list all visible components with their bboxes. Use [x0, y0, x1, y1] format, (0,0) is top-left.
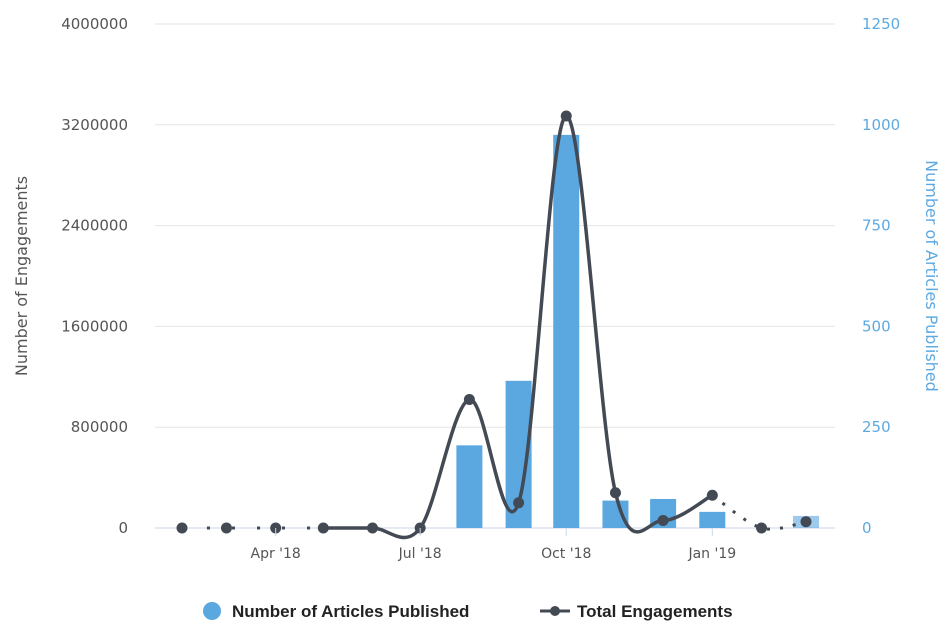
- left-tick-label: 4000000: [61, 15, 128, 33]
- point-engagements[interactable]: [706, 489, 718, 501]
- left-tick-label: 3200000: [61, 116, 128, 134]
- right-tick-label: 500: [862, 317, 891, 335]
- left-tick-label: 800000: [71, 418, 128, 436]
- left-tick-label: 0: [118, 519, 128, 537]
- point-engagements[interactable]: [367, 522, 379, 534]
- point-engagements[interactable]: [317, 522, 329, 534]
- x-tick-label: Jan '19: [687, 546, 736, 562]
- point-engagements[interactable]: [463, 393, 475, 405]
- right-tick-label: 750: [862, 217, 891, 235]
- bar-articles[interactable]: [553, 134, 580, 528]
- left-tick-label: 1600000: [61, 317, 128, 335]
- point-engagements[interactable]: [560, 110, 572, 122]
- x-tick-label: Jul '18: [398, 546, 442, 562]
- left-axis-ticks: 0 800000 1600000 2400000 3200000 4000000: [61, 15, 128, 537]
- right-tick-label: 250: [862, 418, 891, 436]
- right-tick-label: 0: [862, 519, 872, 537]
- legend-label-articles: Number of Articles Published: [232, 602, 469, 621]
- point-engagements[interactable]: [657, 514, 669, 526]
- legend: Number of Articles Published Total Engag…: [203, 602, 733, 621]
- legend-item-articles[interactable]: Number of Articles Published: [203, 602, 469, 621]
- right-tick-label: 1000: [862, 116, 900, 134]
- gridlines: [155, 23, 835, 529]
- point-engagements[interactable]: [513, 497, 525, 509]
- right-tick-label: 1250: [862, 15, 900, 33]
- point-engagements[interactable]: [800, 516, 812, 528]
- point-engagements[interactable]: [176, 522, 188, 534]
- x-tick-label: Oct '18: [541, 546, 591, 562]
- point-engagements[interactable]: [220, 522, 232, 534]
- right-axis-ticks: 0 250 500 750 1000 1250: [862, 15, 900, 537]
- legend-label-engagements: Total Engagements: [577, 602, 733, 621]
- line-points: [176, 110, 812, 534]
- bar-articles[interactable]: [602, 500, 629, 528]
- right-axis-title: Number of Articles Published: [922, 160, 941, 392]
- left-tick-label: 2400000: [61, 217, 128, 235]
- bar-series: [456, 134, 819, 528]
- bar-articles[interactable]: [456, 445, 483, 528]
- left-axis-title: Number of Engagements: [12, 176, 31, 376]
- legend-line-marker: [550, 606, 560, 616]
- legend-item-engagements[interactable]: Total Engagements: [540, 602, 733, 621]
- bar-articles[interactable]: [699, 511, 726, 528]
- line-engagements-dashed-end: [711, 493, 807, 531]
- x-axis-ticks: Apr '18 Jul '18 Oct '18 Jan '19: [251, 528, 736, 562]
- legend-bar-swatch: [203, 602, 221, 620]
- x-tick-label: Apr '18: [251, 546, 301, 562]
- point-engagements[interactable]: [756, 522, 768, 534]
- point-engagements[interactable]: [609, 487, 621, 499]
